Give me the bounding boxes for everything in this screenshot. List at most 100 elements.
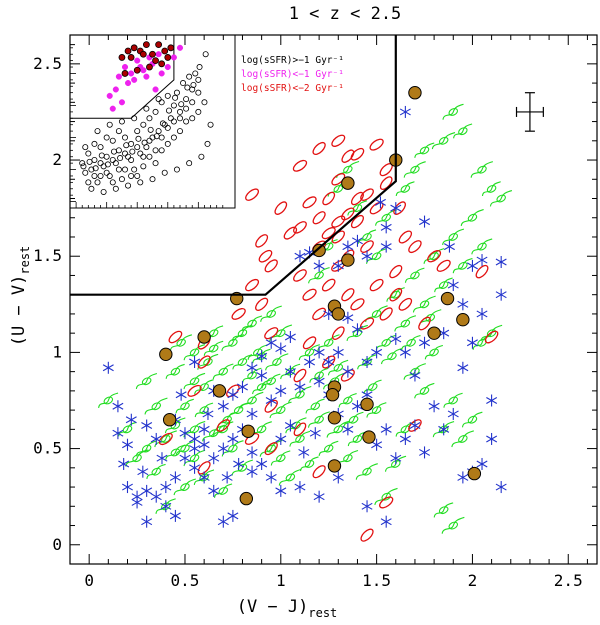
red-galaxy-point (197, 355, 211, 369)
inset-magenta-point (121, 63, 129, 71)
plot-frame (69, 34, 598, 565)
green-galaxy-point (288, 385, 312, 404)
red-galaxy-point (197, 461, 211, 475)
red-galaxy-point (187, 384, 202, 397)
inset-black-point (189, 99, 196, 106)
blue-galaxy-point (380, 515, 392, 528)
x-axis-label: (V − J)rest (237, 597, 338, 620)
y-tick-label: 2.5 (33, 54, 62, 73)
brown-galaxy-point (159, 347, 173, 362)
blue-galaxy-point (323, 356, 335, 369)
inset-data-points (69, 35, 224, 209)
blue-galaxy-point (131, 490, 143, 503)
inset-black-point (109, 179, 116, 186)
blue-galaxy-point (457, 361, 469, 374)
brown-galaxy-point (327, 459, 342, 473)
red-galaxy-point (322, 355, 336, 369)
inset-magenta-point (152, 86, 159, 93)
blue-galaxy-point (112, 400, 124, 413)
red-galaxy-point (379, 496, 394, 509)
blue-galaxy-point (294, 481, 306, 494)
green-galaxy-point (318, 440, 339, 457)
brown-galaxy-point (241, 424, 255, 438)
inset-black-point (129, 148, 136, 155)
green-galaxy-point (260, 305, 282, 322)
inset-black-point (153, 133, 160, 140)
blue-galaxy-point (246, 446, 258, 459)
inset-black-point (97, 172, 104, 179)
red-galaxy-point (331, 173, 346, 186)
inset-magenta-point (128, 70, 135, 77)
green-galaxy-point (197, 353, 219, 370)
brown-galaxy-point (440, 291, 455, 306)
blue-galaxy-point (275, 342, 287, 355)
inset-black-point (149, 176, 156, 183)
blue-galaxy-point (246, 407, 258, 420)
inset-magenta-point (143, 73, 150, 80)
inset-legend: log(sSFR)>−1 Gyr⁻¹ log(sSFR)<−1 Gyr⁻¹ log(… (241, 55, 344, 94)
brown-galaxy-point (362, 430, 376, 444)
green-galaxy-point (453, 123, 473, 139)
blue-galaxy-point (371, 346, 383, 359)
inset-red-point (121, 70, 129, 77)
brown-galaxy-point (341, 253, 355, 267)
inset-black-point (94, 128, 101, 135)
green-galaxy-point (442, 228, 465, 246)
red-galaxy-point (408, 419, 422, 432)
green-galaxy-point (451, 430, 474, 448)
green-galaxy-point (471, 238, 493, 255)
blue-galaxy-point (390, 452, 402, 465)
red-galaxy-point (393, 201, 406, 215)
inset-black-point (85, 179, 92, 186)
blue-galaxy-point (399, 432, 411, 445)
blue-galaxy-point (438, 423, 450, 436)
inset-black-point (80, 163, 87, 170)
red-galaxy-point (293, 269, 307, 282)
inset-black-point (192, 70, 199, 77)
inset-black-point (147, 126, 154, 133)
green-galaxy-point (365, 305, 388, 323)
y-tick-label: 1 (52, 342, 62, 361)
blue-galaxy-point (419, 215, 431, 228)
green-galaxy-point (452, 257, 473, 274)
green-galaxy-point (404, 267, 425, 283)
inset-black-point (159, 120, 166, 127)
blue-galaxy-point (179, 452, 191, 465)
blue-galaxy-point (428, 400, 440, 413)
blue-galaxy-point (361, 250, 373, 263)
red-galaxy-point (216, 419, 231, 432)
inset-black-point (152, 160, 159, 167)
brown-galaxy-point (360, 397, 374, 412)
x-tick-label: 0 (84, 571, 94, 590)
inset-red-point (164, 54, 172, 61)
inset-magenta-point (112, 86, 119, 93)
inset-black-point (201, 99, 208, 106)
red-galaxy-point (158, 432, 173, 446)
inset-red-point (149, 50, 156, 58)
green-galaxy-point (343, 411, 364, 428)
green-galaxy-point (144, 397, 168, 415)
green-galaxy-point (317, 334, 340, 351)
blue-galaxy-point (361, 356, 373, 369)
green-galaxy-point (433, 502, 454, 518)
blue-galaxy-point (265, 471, 277, 484)
inset-black-point (189, 115, 196, 122)
inset-black-point (112, 185, 119, 192)
inset-black-point (91, 172, 98, 179)
blue-galaxy-point (189, 461, 201, 474)
brown-galaxy-point (325, 388, 340, 402)
y-axis-label: (U − V)rest (9, 246, 32, 347)
green-galaxy-point (366, 402, 387, 418)
red-galaxy-point (369, 278, 384, 292)
red-galaxy-point (389, 264, 403, 279)
green-galaxy-point (169, 334, 193, 351)
blue-galaxy-point (390, 202, 402, 215)
blue-galaxy-point (399, 346, 411, 359)
green-galaxy-point (307, 411, 330, 428)
inset-black-point (103, 169, 110, 176)
red-galaxy-point (312, 211, 326, 225)
green-galaxy-point (173, 478, 196, 496)
inset-magenta-point (155, 51, 162, 58)
inset-red-point (130, 44, 138, 52)
inset-magenta-point (131, 76, 138, 83)
